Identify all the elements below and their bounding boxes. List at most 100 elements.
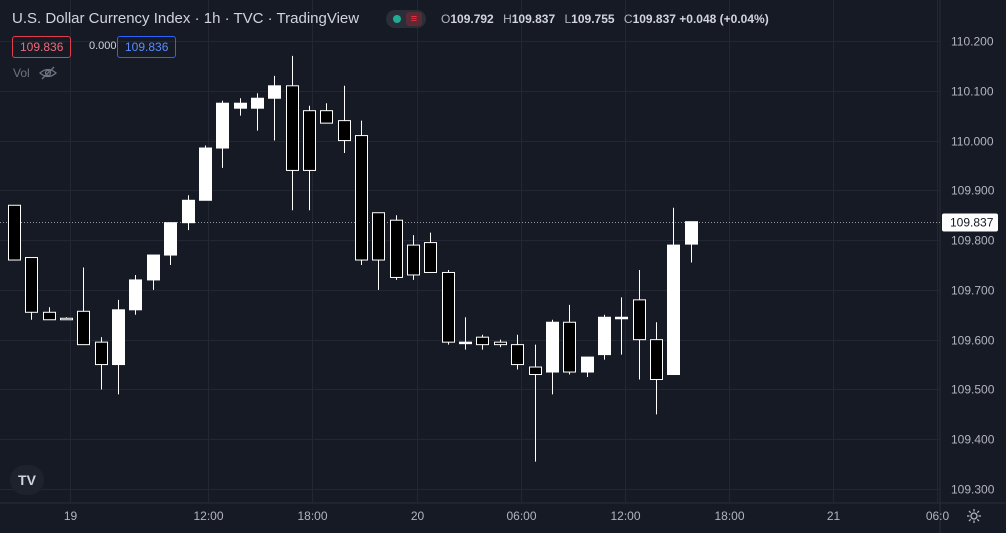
candle-body-up bbox=[581, 356, 594, 373]
candle bbox=[8, 204, 21, 261]
candle bbox=[494, 339, 507, 348]
candle bbox=[407, 235, 420, 280]
price-tick-label: 109.400 bbox=[951, 433, 995, 447]
time-tick-label: 12:00 bbox=[610, 509, 640, 523]
market-status-pill[interactable]: ≡ bbox=[386, 10, 426, 28]
candle bbox=[303, 105, 316, 211]
candle bbox=[43, 307, 56, 321]
candle bbox=[390, 215, 403, 280]
candle-body-down bbox=[633, 299, 646, 341]
candle-body-down bbox=[529, 366, 542, 376]
candle bbox=[667, 207, 680, 376]
candle bbox=[95, 337, 108, 390]
eye-hidden-icon[interactable] bbox=[39, 66, 57, 80]
candle-body-down bbox=[476, 336, 489, 346]
candle-body-up bbox=[459, 341, 472, 345]
candle-body-up bbox=[546, 321, 559, 373]
candle-body-up bbox=[182, 199, 195, 224]
candle bbox=[182, 195, 195, 231]
price-tick-label: 109.700 bbox=[951, 284, 995, 298]
low-value: 109.755 bbox=[571, 12, 615, 26]
time-tick-label: 20 bbox=[411, 509, 425, 523]
candle-body-down bbox=[338, 120, 351, 142]
candle bbox=[511, 334, 524, 370]
candle-body-down bbox=[650, 339, 663, 380]
candle-body-down bbox=[286, 85, 299, 171]
buy-button[interactable]: 109.836 bbox=[117, 36, 177, 58]
candle bbox=[424, 232, 437, 273]
candle bbox=[234, 98, 247, 116]
candle bbox=[60, 317, 73, 321]
candle bbox=[529, 344, 542, 462]
candle bbox=[615, 297, 628, 355]
gear-icon[interactable] bbox=[966, 508, 982, 524]
candle-body-up bbox=[667, 244, 680, 376]
price-tick-label: 110.100 bbox=[951, 85, 994, 99]
candle bbox=[459, 317, 472, 350]
candle-body-up bbox=[164, 222, 177, 256]
candle bbox=[476, 334, 489, 350]
price-tick-label: 109.500 bbox=[951, 383, 995, 397]
candle bbox=[355, 120, 368, 265]
candle-body-down bbox=[303, 110, 316, 171]
price-axis[interactable]: 110.200 110.100 110.000 109.900 109.800 109.7… bbox=[951, 35, 995, 497]
time-tick-label: 18:00 bbox=[714, 509, 744, 523]
candle-body-up bbox=[234, 102, 247, 109]
candle-body-down bbox=[95, 341, 108, 366]
candle-body-up bbox=[685, 221, 698, 245]
spread-value: 0.000 bbox=[89, 40, 117, 52]
candle bbox=[546, 319, 559, 395]
candle-body-down bbox=[511, 344, 524, 366]
candle-body-up bbox=[112, 309, 125, 366]
candle-body-down bbox=[60, 317, 73, 321]
candle bbox=[442, 269, 455, 345]
price-tick-label: 109.600 bbox=[951, 334, 995, 348]
candles[interactable] bbox=[8, 55, 698, 462]
candle bbox=[147, 254, 160, 290]
sell-button[interactable]: 109.836 bbox=[12, 36, 72, 58]
candle-body-up bbox=[147, 254, 160, 281]
open-value: 109.792 bbox=[450, 12, 494, 26]
candle-body-up bbox=[199, 147, 212, 201]
volume-label[interactable]: Vol bbox=[13, 66, 30, 80]
candle-body-down bbox=[8, 204, 21, 261]
candle-body-down bbox=[563, 321, 576, 373]
candle bbox=[251, 93, 264, 131]
candle-body-down bbox=[355, 135, 368, 261]
price-tick-label: 109.900 bbox=[951, 184, 995, 198]
candle-body-up bbox=[251, 97, 264, 109]
candle bbox=[129, 274, 142, 315]
candle-body-down bbox=[424, 242, 437, 273]
price-tick-label: 110.200 bbox=[951, 35, 994, 49]
price-tick-label: 110.000 bbox=[951, 135, 994, 149]
time-axis[interactable]: 19 12:00 18:00 20 06:00 12:00 18:00 21 06:0 bbox=[64, 509, 950, 523]
candle-body-up bbox=[598, 316, 611, 356]
ohlc-readout: O109.792 H109.837 L109.755 C109.837 +0.0… bbox=[441, 12, 769, 26]
candle-body-down bbox=[442, 271, 455, 343]
candle bbox=[598, 314, 611, 360]
tradingview-logo[interactable]: TV bbox=[10, 465, 44, 495]
candle bbox=[338, 85, 351, 153]
time-tick-label: 06:0 bbox=[926, 509, 950, 523]
last-price-text: 109.837 bbox=[950, 216, 994, 230]
candle bbox=[581, 356, 594, 377]
price-tick-label: 109.800 bbox=[951, 234, 995, 248]
candle-body-down bbox=[372, 212, 385, 261]
candle-body-down bbox=[407, 244, 420, 276]
candle bbox=[633, 269, 646, 380]
candle-body-down bbox=[25, 257, 38, 313]
candle-body-down bbox=[320, 110, 333, 124]
alert-icon: ≡ bbox=[406, 12, 422, 26]
candle-body-down bbox=[494, 341, 507, 346]
high-value: 109.837 bbox=[511, 12, 556, 26]
candle bbox=[268, 75, 281, 141]
symbol-title[interactable]: U.S. Dollar Currency Index · 1h · TVC · … bbox=[12, 10, 360, 27]
last-price-label: 109.837 bbox=[942, 213, 998, 232]
candle bbox=[286, 55, 299, 211]
time-tick-label: 06:00 bbox=[506, 509, 536, 523]
price-tick-label: 109.300 bbox=[951, 483, 995, 497]
candle bbox=[216, 100, 229, 168]
time-tick-label: 18:00 bbox=[297, 509, 327, 523]
